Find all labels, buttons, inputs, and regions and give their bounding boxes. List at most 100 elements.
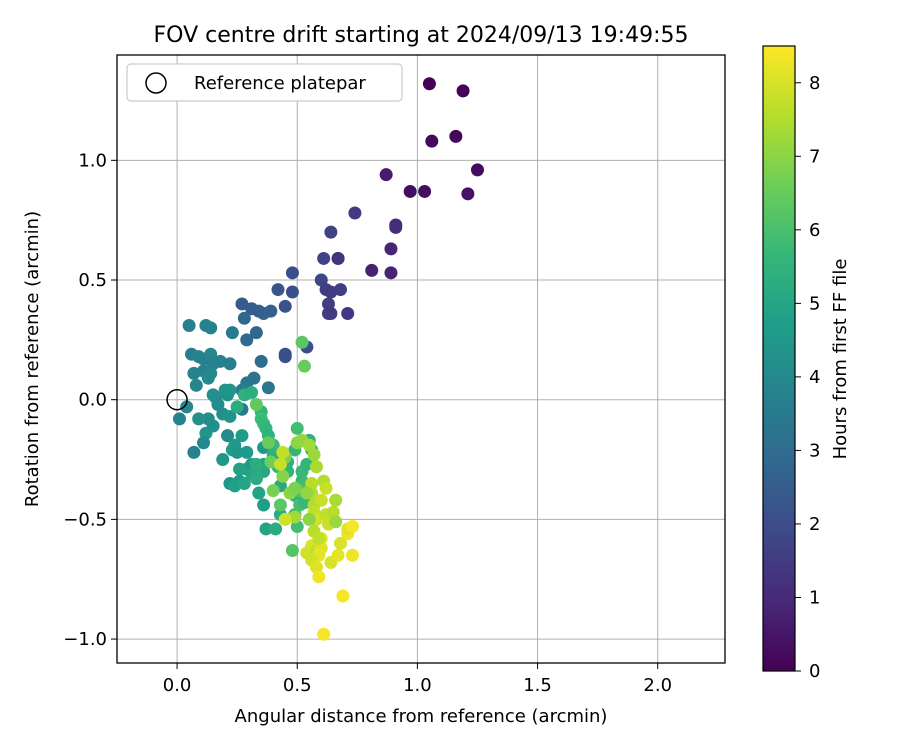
data-point xyxy=(290,421,304,435)
x-axis: 0.0 0.5 1.0 1.5 2.0 xyxy=(163,663,672,696)
y-tick-label: −0.5 xyxy=(63,509,107,530)
y-tick-label: −1.0 xyxy=(63,629,107,650)
data-point xyxy=(273,457,287,471)
data-point xyxy=(221,429,235,443)
data-points xyxy=(172,77,484,641)
y-axis-label: Rotation from reference (arcmin) xyxy=(22,211,43,507)
data-point xyxy=(384,266,398,280)
colorbar-tick-label: 1 xyxy=(809,587,820,608)
colorbar-tick-label: 3 xyxy=(809,440,820,461)
data-point xyxy=(288,481,302,495)
data-point xyxy=(269,522,283,536)
data-point xyxy=(341,307,355,321)
data-point xyxy=(233,462,247,476)
data-point xyxy=(422,77,436,91)
data-point xyxy=(240,445,254,459)
data-point xyxy=(346,548,360,562)
data-point xyxy=(389,220,403,234)
data-point xyxy=(252,486,266,500)
data-point xyxy=(348,206,362,220)
data-point xyxy=(197,436,211,450)
data-point xyxy=(314,493,328,507)
reference-marker xyxy=(166,388,188,411)
data-point xyxy=(346,520,360,534)
data-point xyxy=(309,460,323,474)
data-point xyxy=(317,251,331,265)
data-point xyxy=(172,412,186,426)
data-point xyxy=(271,283,285,297)
data-point xyxy=(317,627,331,641)
data-point xyxy=(302,512,316,526)
data-point xyxy=(201,371,215,385)
x-tick-label: 2.0 xyxy=(643,675,672,696)
data-point xyxy=(449,129,463,143)
data-point xyxy=(237,311,251,325)
data-point xyxy=(187,445,201,459)
plot-area xyxy=(116,54,726,664)
data-point xyxy=(230,445,244,459)
data-point xyxy=(235,429,249,443)
data-point xyxy=(285,266,299,280)
data-point xyxy=(285,285,299,299)
data-point xyxy=(278,299,292,313)
data-point xyxy=(312,570,326,584)
data-point xyxy=(278,512,292,526)
data-point xyxy=(264,304,278,318)
data-point xyxy=(261,381,275,395)
data-point xyxy=(329,493,343,507)
data-point xyxy=(470,163,484,177)
data-point xyxy=(331,251,345,265)
data-point xyxy=(336,589,350,603)
colorbar-tick-label: 0 xyxy=(809,661,820,682)
data-point xyxy=(273,498,287,512)
data-point xyxy=(425,134,439,148)
data-point xyxy=(249,472,263,486)
legend-marker-icon xyxy=(145,72,167,94)
x-tick-label: 0.5 xyxy=(283,675,312,696)
data-point xyxy=(276,445,290,459)
data-point xyxy=(192,412,206,426)
data-point xyxy=(331,548,345,562)
data-point xyxy=(295,335,309,349)
data-point xyxy=(223,383,237,397)
data-point xyxy=(333,536,347,550)
data-point xyxy=(225,326,239,340)
data-point xyxy=(211,397,225,411)
data-point xyxy=(252,304,266,318)
data-point xyxy=(456,84,470,98)
data-point xyxy=(365,263,379,277)
y-axis: −1.0 −0.5 0.0 0.5 1.0 xyxy=(63,150,117,650)
data-point xyxy=(245,386,259,400)
data-point xyxy=(266,484,280,498)
data-point xyxy=(235,297,249,311)
plot-frame xyxy=(116,54,726,664)
data-point xyxy=(312,532,326,546)
colorbar-gradient xyxy=(762,45,796,672)
data-point xyxy=(259,522,273,536)
data-point xyxy=(379,168,393,182)
colorbar-tick-label: 7 xyxy=(809,146,820,167)
colorbar-label: Hours from first FF file xyxy=(830,259,851,460)
colorbar-ticks: 0 1 2 3 4 5 6 7 8 xyxy=(795,73,820,682)
data-point xyxy=(384,242,398,256)
data-point xyxy=(300,486,314,500)
legend-box xyxy=(126,63,403,102)
data-point xyxy=(285,543,299,557)
data-point xyxy=(418,184,432,198)
y-tick-label: 1.0 xyxy=(78,150,107,171)
legend: Reference platepar xyxy=(126,63,403,102)
data-point xyxy=(223,357,237,371)
data-point xyxy=(324,307,338,321)
colorbar-tick-label: 5 xyxy=(809,293,820,314)
y-tick-label: 0.0 xyxy=(78,390,107,411)
colorbar-tick-label: 4 xyxy=(809,367,820,388)
data-point xyxy=(333,283,347,297)
data-point xyxy=(278,350,292,364)
chart-title: FOV centre drift starting at 2024/09/13 … xyxy=(154,23,689,48)
colorbar-tick-label: 8 xyxy=(809,73,820,94)
data-point xyxy=(237,476,251,490)
colorbar: 0 1 2 3 4 5 6 7 8 Hours from first FF file xyxy=(762,45,851,682)
data-point xyxy=(297,359,311,373)
data-point xyxy=(319,481,333,495)
